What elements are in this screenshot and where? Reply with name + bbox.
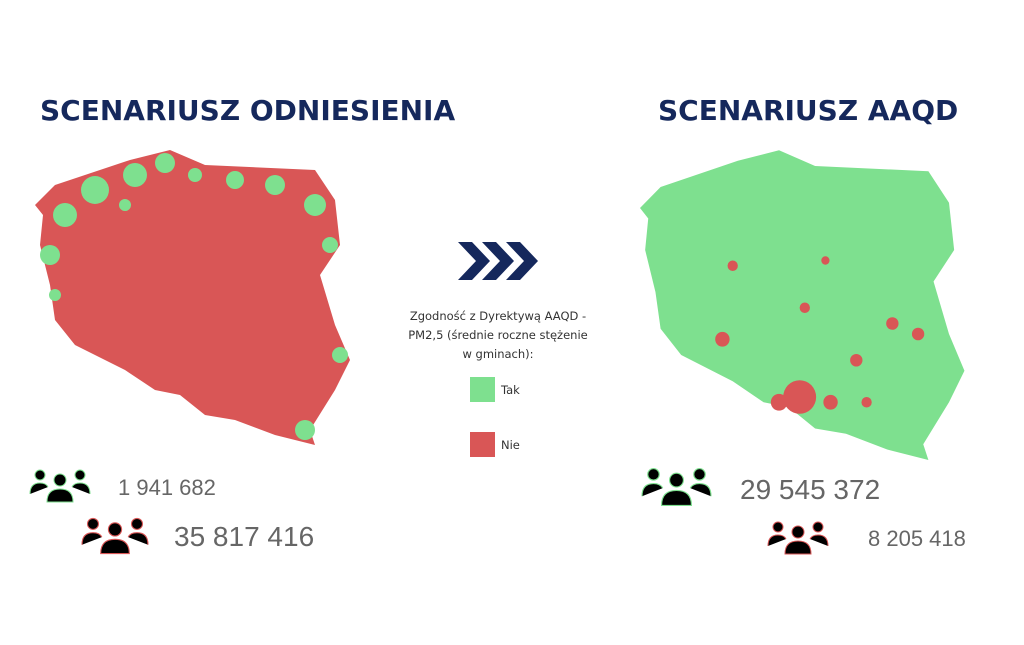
people-icon [641,468,712,506]
right-title: SCENARIUSZ AAQD [658,94,958,127]
left-map [35,150,350,445]
legend-title: PM2,5 (średnie roczne stężenie [408,328,587,342]
arrow [458,242,538,280]
people-icon [81,517,149,555]
legend-title: w gminach): [462,347,533,361]
right-map [640,150,965,460]
population-nie: 8 205 418 [868,526,966,551]
legend-label: Tak [500,383,520,397]
left-title: SCENARIUSZ ODNIESIENIA [40,94,455,127]
people-icon [29,469,91,503]
population-tak: 1 941 682 [118,475,216,500]
legend-label: Nie [501,438,520,452]
legend-swatch [470,377,495,402]
people-icon [767,521,829,555]
population-nie: 35 817 416 [174,521,314,552]
legend-swatch [470,432,495,457]
legend-title: Zgodność z Dyrektywą AAQD - [410,309,586,323]
population-tak: 29 545 372 [740,474,880,505]
